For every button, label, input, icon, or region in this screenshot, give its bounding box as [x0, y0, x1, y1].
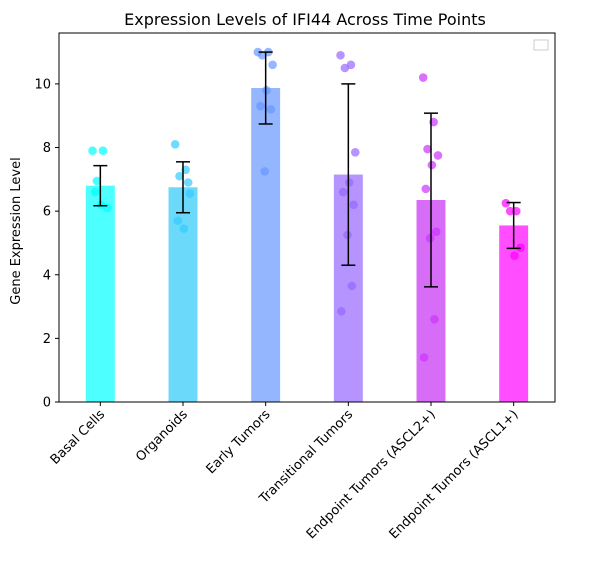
data-point-2-6	[266, 105, 276, 114]
plot-area: 0 2 4 6 8 10 Basal Cells Organoids Early TumorsT…	[34, 32, 556, 542]
data-point-1-2	[175, 171, 184, 181]
plot-frame	[58, 32, 556, 403]
data-point-4-2	[423, 144, 432, 154]
bar-1	[168, 187, 198, 402]
data-point-5-0	[501, 198, 511, 208]
data-point-4-7	[425, 233, 435, 243]
data-point-5-2	[505, 206, 515, 216]
x-tick-label-0: Basal Cells	[48, 407, 109, 468]
data-point-4-4	[427, 160, 437, 170]
bar-2	[251, 88, 281, 403]
data-point-3-4	[344, 178, 354, 187]
data-point-0-0	[88, 146, 97, 155]
y-tick-label-2: 4	[43, 268, 51, 283]
y-tick-label-1: 2	[43, 332, 51, 347]
data-point-4-8	[430, 314, 439, 324]
data-point-3-5	[338, 187, 348, 197]
data-point-3-2	[340, 63, 350, 73]
data-point-2-5	[256, 101, 265, 111]
data-point-5-4	[510, 251, 519, 260]
data-point-4-6	[431, 227, 441, 237]
data-point-4-5	[421, 184, 431, 194]
data-point-4-9	[419, 353, 429, 362]
data-point-0-4	[96, 200, 106, 210]
y-tick-label-4: 8	[43, 141, 51, 156]
bar-0	[85, 185, 115, 402]
y-tick-label-3: 6	[43, 205, 51, 220]
data-point-3-0	[336, 50, 345, 60]
data-point-3-9	[337, 307, 346, 316]
x-tick-label-1: Organoids	[133, 407, 191, 465]
data-point-1-0	[170, 140, 180, 149]
legend-box	[533, 39, 549, 51]
data-point-3-8	[347, 281, 357, 291]
y-tick-label-0: 0	[43, 396, 51, 411]
data-point-3-7	[343, 230, 352, 240]
data-point-2-2	[257, 50, 267, 60]
y-axis-label: Gene Expression Level	[9, 157, 24, 304]
data-point-2-4	[262, 85, 271, 95]
data-point-1-6	[183, 178, 193, 187]
y-tick-label-5: 10	[34, 77, 51, 92]
data-point-1-4	[179, 224, 189, 233]
data-point-2-3	[268, 60, 277, 70]
data-point-4-3	[433, 151, 443, 160]
data-point-3-6	[349, 200, 358, 210]
x-tick-label-3: Transitional Tumors	[256, 407, 356, 507]
chart-title: Expression Levels of IFI44 Across Time P…	[124, 10, 486, 29]
data-point-3-3	[350, 147, 360, 157]
data-point-4-0	[418, 73, 428, 82]
data-point-1-3	[185, 189, 195, 198]
data-point-1-5	[173, 216, 183, 225]
data-point-0-5	[90, 187, 100, 197]
x-tick-label-2: Early Tumors	[204, 407, 274, 477]
data-point-2-7	[260, 167, 270, 176]
data-point-0-2	[92, 176, 102, 186]
data-point-0-1	[98, 146, 108, 155]
